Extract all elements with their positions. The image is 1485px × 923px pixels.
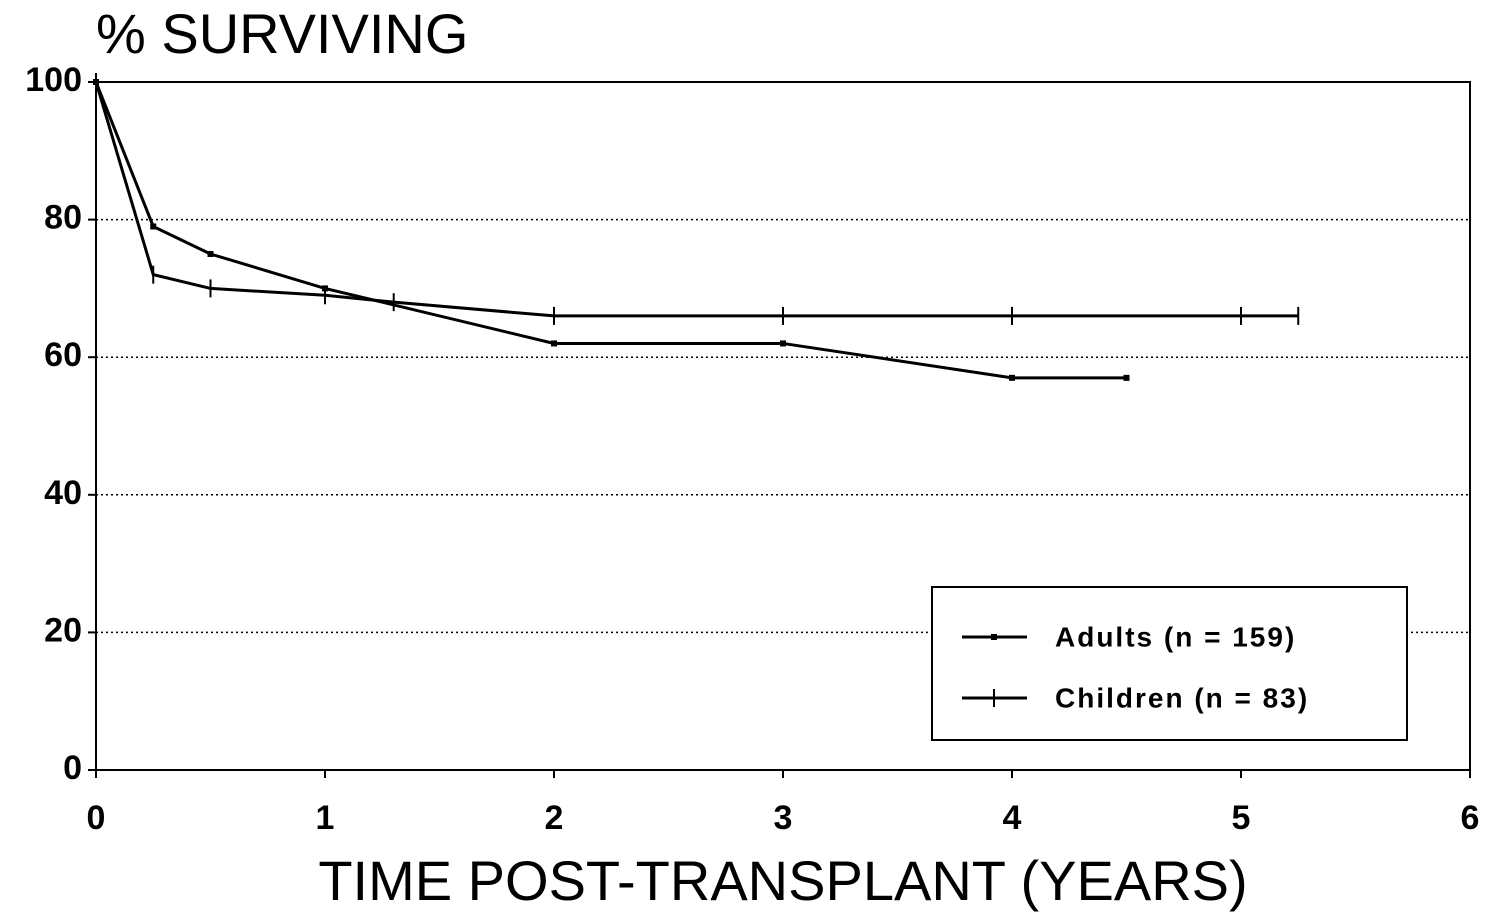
y-tick-label: 40 bbox=[44, 474, 82, 512]
chart-title: % SURVIVING bbox=[96, 2, 468, 65]
y-tick-label: 60 bbox=[44, 336, 82, 374]
x-tick-label: 3 bbox=[774, 799, 793, 837]
legend-marker bbox=[991, 634, 997, 640]
y-tick-label: 0 bbox=[63, 749, 82, 787]
series-line bbox=[94, 81, 1299, 318]
x-tick-label: 4 bbox=[1003, 799, 1022, 837]
x-tick-label: 5 bbox=[1232, 799, 1251, 837]
x-axis-label: TIME POST-TRANSPLANT (YEARS) bbox=[318, 849, 1247, 912]
x-tick-label: 6 bbox=[1461, 799, 1480, 837]
legend-label: Children (n = 83) bbox=[1055, 682, 1309, 713]
legend-box bbox=[931, 586, 1408, 741]
y-tick-label: 80 bbox=[44, 199, 82, 237]
x-tick-label: 2 bbox=[545, 799, 564, 837]
series-line bbox=[94, 81, 1127, 380]
legend-label: Adults (n = 159) bbox=[1055, 621, 1296, 652]
plot-frame bbox=[95, 81, 1471, 771]
point bbox=[780, 340, 786, 347]
x-tick-label: 1 bbox=[316, 799, 335, 837]
y-tick-label: 100 bbox=[25, 61, 82, 99]
y-tick-label: 20 bbox=[44, 611, 82, 649]
legend: Adults (n = 159) Children (n = 83) bbox=[931, 586, 1408, 741]
point bbox=[1123, 374, 1130, 381]
point bbox=[551, 340, 557, 347]
x-tick-label: 0 bbox=[87, 799, 106, 837]
point bbox=[150, 223, 157, 230]
point bbox=[207, 251, 214, 257]
point bbox=[1009, 374, 1015, 381]
